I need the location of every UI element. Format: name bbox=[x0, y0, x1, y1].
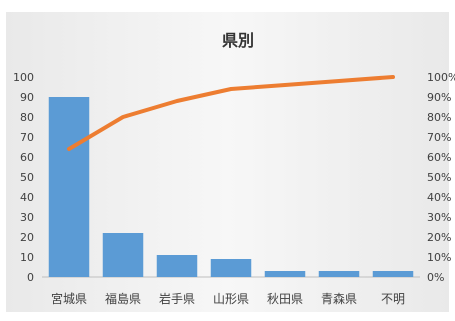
y-tick-label-right: 40% bbox=[427, 191, 451, 204]
y-tick-label-left: 90 bbox=[20, 91, 34, 104]
y-tick-label-right: 20% bbox=[427, 231, 451, 244]
bar-2 bbox=[102, 233, 144, 277]
y-tick-label-left: 50 bbox=[20, 171, 34, 184]
y-tick-label-right: 10% bbox=[427, 251, 451, 264]
y-tick-label-right: 0% bbox=[427, 271, 444, 284]
y-tick-label-right: 90% bbox=[427, 91, 451, 104]
y-tick-label-left: 40 bbox=[20, 191, 34, 204]
bar-7 bbox=[372, 271, 414, 277]
bar-5 bbox=[264, 271, 306, 277]
x-category-label: 不明 bbox=[381, 292, 405, 306]
cumulative-percent-line bbox=[67, 75, 395, 151]
x-axis-labels: 宮城県 福島県 岩手県 山形県 秋田県 青森県 不明 bbox=[51, 291, 405, 306]
x-category-label: 福島県 bbox=[105, 291, 141, 306]
y-tick-label-right: 60% bbox=[427, 151, 451, 164]
bars-group bbox=[48, 97, 414, 277]
y-tick-label-left: 30 bbox=[20, 211, 34, 224]
y-tick-label-right: 100% bbox=[427, 71, 455, 84]
y-tick-label-right: 70% bbox=[427, 131, 451, 144]
y-tick-label-left: 70 bbox=[20, 131, 34, 144]
bar-3 bbox=[156, 255, 198, 277]
y-tick-label-right: 80% bbox=[427, 111, 451, 124]
y-tick-label-right: 30% bbox=[427, 211, 451, 224]
x-category-label: 青森県 bbox=[321, 291, 357, 306]
bar-6 bbox=[318, 271, 360, 277]
cumulative-line-group bbox=[67, 75, 395, 151]
y-tick-label-left: 10 bbox=[20, 251, 34, 264]
x-category-label: 秋田県 bbox=[267, 292, 303, 306]
y-tick-label-left: 80 bbox=[20, 111, 34, 124]
y-tick-label-left: 60 bbox=[20, 151, 34, 164]
x-category-label: 宮城県 bbox=[51, 291, 87, 306]
y-tick-label-left: 0 bbox=[27, 271, 34, 284]
bar-1 bbox=[48, 97, 90, 277]
y-axis-left: 0 10 20 30 40 50 60 70 80 90 100 bbox=[13, 71, 34, 284]
bar-4 bbox=[210, 259, 252, 277]
y-tick-label-right: 50% bbox=[427, 171, 451, 184]
y-axis-right: 0% 10% 20% 30% 40% 50% 60% 70% 80% 90% 100% bbox=[427, 71, 455, 284]
chart-title: 県別 bbox=[222, 31, 254, 50]
y-tick-label-left: 100 bbox=[13, 71, 34, 84]
y-tick-label-left: 20 bbox=[20, 231, 34, 244]
x-category-label: 岩手県 bbox=[159, 291, 195, 306]
x-category-label: 山形県 bbox=[213, 292, 249, 306]
